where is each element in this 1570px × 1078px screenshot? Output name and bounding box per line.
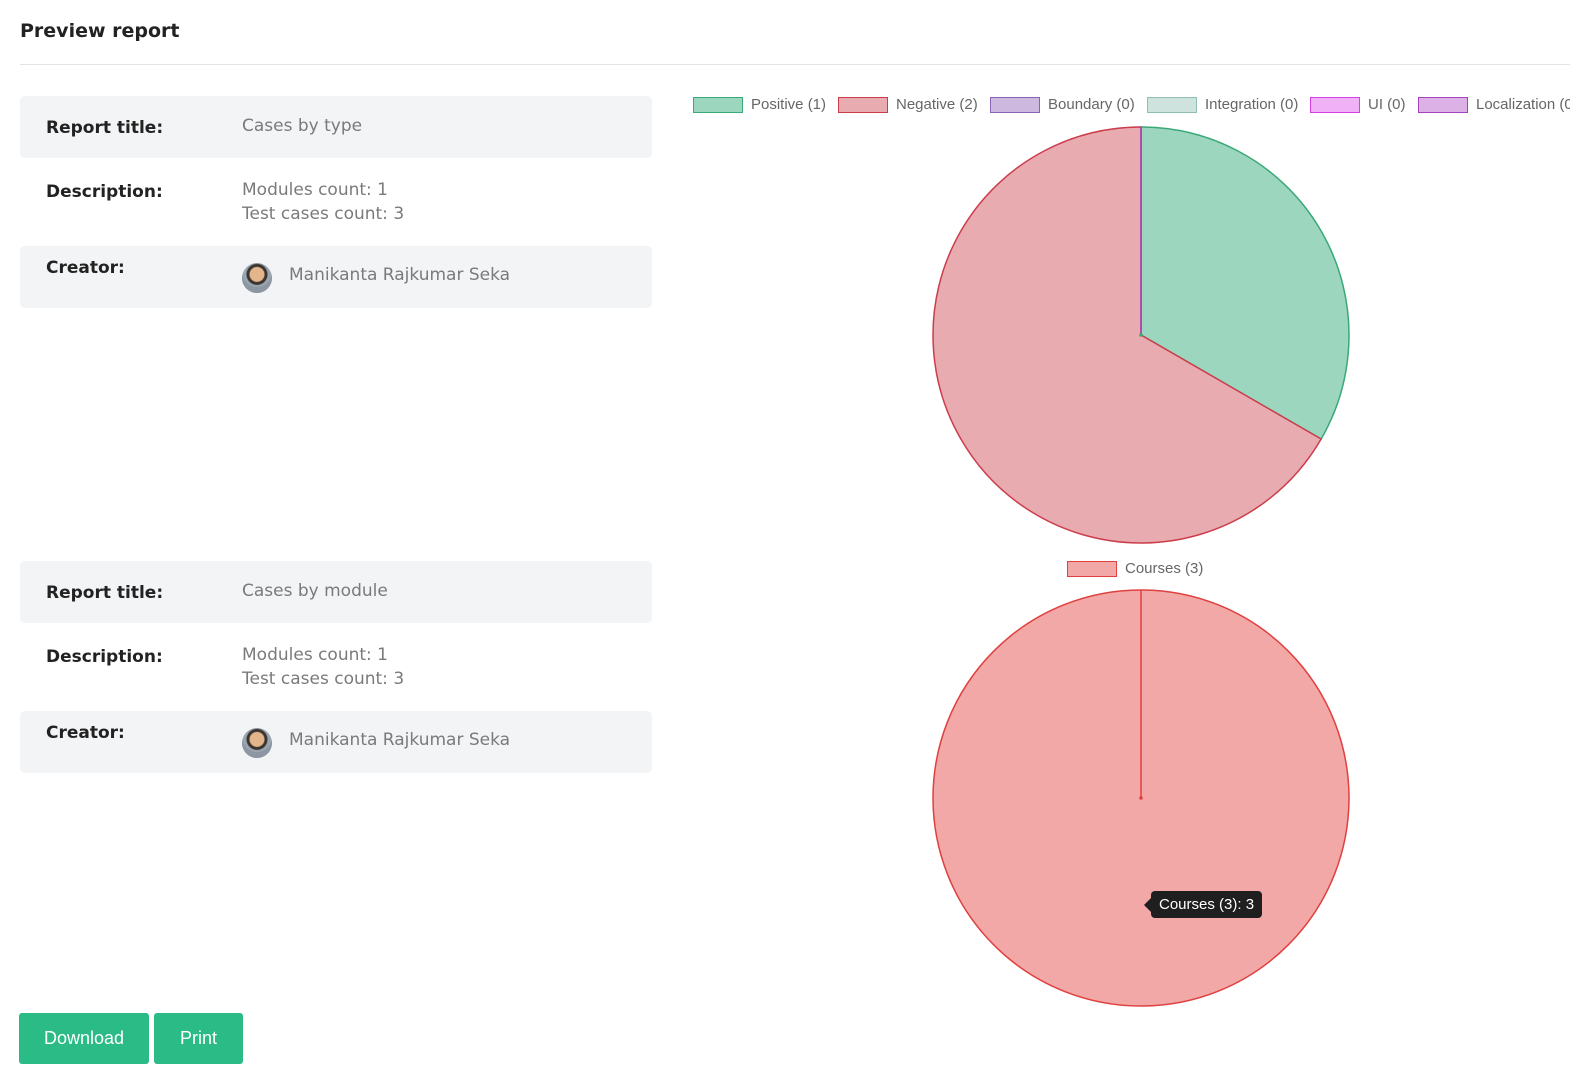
creator-name: Manikanta Rajkumar Seka bbox=[289, 730, 511, 750]
report-title-row: Report title: Cases by module bbox=[20, 561, 652, 623]
pie-slice-positive[interactable] bbox=[1140, 126, 1350, 441]
download-button[interactable]: Download bbox=[19, 1013, 149, 1064]
description-value: Modules count: 1 Test cases count: 3 bbox=[242, 178, 404, 226]
legend-label: Integration (0) bbox=[1205, 96, 1299, 113]
chart-1-pie bbox=[932, 126, 1350, 544]
legend-label: Boundary (0) bbox=[1048, 96, 1135, 113]
description-value: Modules count: 1 Test cases count: 3 bbox=[242, 643, 404, 691]
modules-count: Modules count: 1 bbox=[242, 645, 388, 665]
legend-swatch bbox=[838, 97, 888, 113]
creator-name: Manikanta Rajkumar Seka bbox=[289, 265, 511, 285]
legend-item-localization[interactable]: Localization (0) bbox=[1418, 97, 1570, 117]
pie-center-dot bbox=[1139, 796, 1143, 800]
test-cases-count: Test cases count: 3 bbox=[242, 204, 405, 224]
description-label: Description: bbox=[46, 647, 163, 667]
print-button[interactable]: Print bbox=[154, 1013, 243, 1064]
report-title-row: Report title: Cases by type bbox=[20, 96, 652, 158]
legend-swatch bbox=[990, 97, 1040, 113]
legend-swatch bbox=[693, 97, 743, 113]
chart-2-pie bbox=[932, 589, 1350, 1007]
legend-swatch bbox=[1067, 561, 1117, 577]
modules-count: Modules count: 1 bbox=[242, 180, 388, 200]
legend-label: Localization (0) bbox=[1476, 97, 1570, 113]
avatar bbox=[242, 263, 272, 293]
test-cases-count: Test cases count: 3 bbox=[242, 669, 405, 689]
legend-label: Courses (3) bbox=[1125, 560, 1204, 577]
legend-swatch bbox=[1310, 97, 1360, 113]
legend-swatch bbox=[1147, 97, 1197, 113]
report-card-2: Report title: Cases by module Descriptio… bbox=[20, 561, 652, 773]
header-divider bbox=[20, 64, 1570, 65]
report-title-label: Report title: bbox=[46, 118, 164, 138]
report-title-value: Cases by type bbox=[242, 116, 363, 136]
description-label: Description: bbox=[46, 182, 163, 202]
page-title: Preview report bbox=[20, 20, 180, 42]
avatar bbox=[242, 728, 272, 758]
pie-center-dot bbox=[1139, 333, 1143, 337]
creator-row: Creator: Manikanta Rajkumar Seka bbox=[20, 246, 652, 308]
creator-label: Creator: bbox=[46, 258, 125, 278]
legend-label: Positive (1) bbox=[751, 96, 827, 113]
report-title-value: Cases by module bbox=[242, 581, 388, 601]
pie-slice-negative[interactable] bbox=[932, 126, 1323, 544]
creator-row: Creator: Manikanta Rajkumar Seka bbox=[20, 711, 652, 773]
description-row: Description: Modules count: 1 Test cases… bbox=[20, 158, 652, 246]
description-row: Description: Modules count: 1 Test cases… bbox=[20, 623, 652, 711]
chart-tooltip: Courses (3): 3 bbox=[1143, 891, 1263, 918]
legend-label: Negative (2) bbox=[896, 96, 978, 113]
creator-label: Creator: bbox=[46, 723, 125, 743]
legend-label: UI (0) bbox=[1368, 96, 1406, 113]
legend-swatch bbox=[1418, 97, 1468, 113]
report-title-label: Report title: bbox=[46, 583, 164, 603]
report-card-1: Report title: Cases by type Description:… bbox=[20, 96, 652, 308]
